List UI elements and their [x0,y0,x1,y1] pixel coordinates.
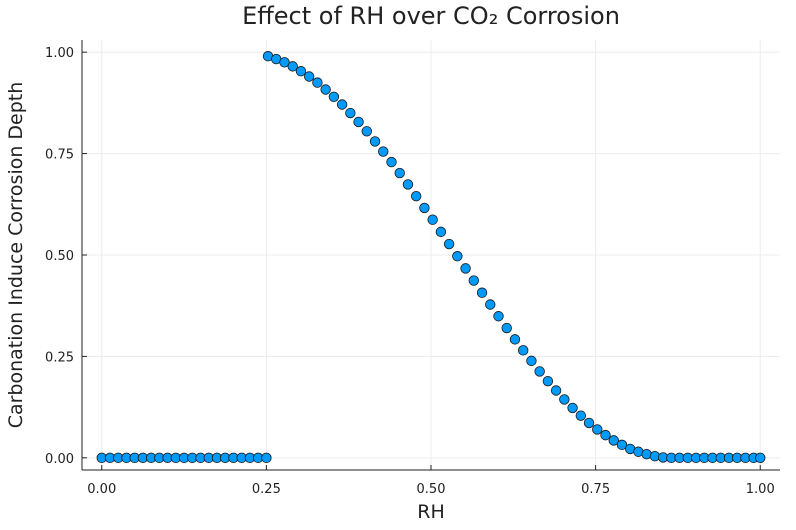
x-axis-label: RH [417,501,445,523]
chart-title: Effect of RH over CO₂ Corrosion [242,2,620,30]
data-point [567,402,578,414]
data-point [468,275,480,286]
data-point [443,238,455,250]
data-point [583,417,595,429]
y-axis-label: Carbonation Induce Corrosion Depth [5,82,27,429]
data-point [526,355,537,367]
data-point [509,334,521,345]
data-point [575,410,587,421]
data-point [287,61,298,72]
data-point [493,311,504,322]
data-point [369,136,381,147]
data-point [419,202,430,214]
data-point [353,116,364,128]
data-points [96,51,766,464]
y-tick-label: 0.00 [45,452,74,467]
x-tick-label: 0.00 [87,482,116,497]
data-point [542,375,554,387]
data-point [261,452,272,464]
data-point [485,299,496,310]
data-point [345,107,356,119]
x-tick-label: 0.50 [417,482,446,497]
data-point [303,71,315,82]
tick-marks: 0.00 0.25 0.50 0.75 1.00 0.00 0.25 0.50 0.75 1.00 [45,46,775,497]
x-tick-label: 0.25 [252,482,281,497]
data-point [410,190,422,202]
y-tick-label: 0.25 [45,350,74,365]
data-point [608,435,619,446]
data-point [427,214,438,225]
data-point [501,322,512,334]
data-point [386,156,397,168]
x-tick-label: 1.00 [746,482,775,497]
y-tick-label: 0.50 [45,249,74,264]
data-point [336,99,348,110]
data-point [295,66,307,77]
data-point [402,179,414,190]
data-point [517,345,529,356]
data-point [755,452,766,464]
data-point [378,146,389,157]
data-point [476,287,488,298]
y-tick-label: 1.00 [45,46,74,61]
y-tick-label: 0.75 [45,148,74,163]
data-point [559,394,570,405]
data-point [320,84,331,95]
data-point [279,57,290,68]
data-point [435,226,447,238]
x-tick-label: 0.75 [581,482,610,497]
grid-lines [82,40,780,470]
data-point [592,424,603,435]
data-point [328,91,340,102]
data-point [361,126,372,137]
data-point [600,429,611,441]
data-point [452,251,463,262]
data-point [312,77,323,88]
data-point [394,167,405,179]
data-point [534,366,545,377]
data-point [550,385,562,396]
data-point [460,263,471,274]
data-point [616,439,628,451]
